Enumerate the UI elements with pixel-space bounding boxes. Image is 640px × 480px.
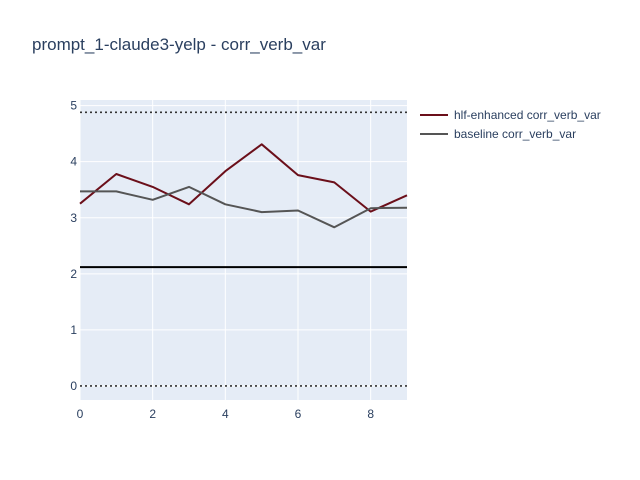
grid — [79, 100, 407, 400]
x-tick-label: 0 — [77, 407, 84, 421]
legend-item-label: hlf-enhanced corr_verb_var — [454, 108, 601, 122]
plot-area — [80, 100, 407, 400]
legend-item-label: baseline corr_verb_var — [454, 127, 576, 141]
legend[interactable]: hlf-enhanced corr_verb_var baseline corr_… — [420, 108, 601, 141]
series-line-baseline — [80, 185, 408, 229]
x-tick-label: 4 — [222, 407, 229, 421]
axis-ticks: 0 2 4 6 8 0 1 2 3 4 5 — [70, 99, 374, 421]
x-tick-label: 8 — [367, 407, 374, 421]
x-tick-label: 2 — [149, 407, 156, 421]
y-tick-label: 0 — [70, 379, 77, 393]
y-tick-label: 3 — [70, 211, 77, 225]
y-tick-label: 2 — [70, 267, 77, 281]
series-lines — [79, 143, 408, 229]
y-tick-label: 1 — [70, 323, 77, 337]
series-line-hlf-enhanced — [79, 143, 408, 213]
reference-lines — [80, 111, 407, 387]
y-tick-label: 4 — [70, 155, 77, 169]
x-tick-label: 6 — [295, 407, 302, 421]
chart-title: prompt_1-claude3-yelp - corr_verb_var — [32, 35, 326, 54]
y-tick-label: 5 — [70, 99, 77, 113]
